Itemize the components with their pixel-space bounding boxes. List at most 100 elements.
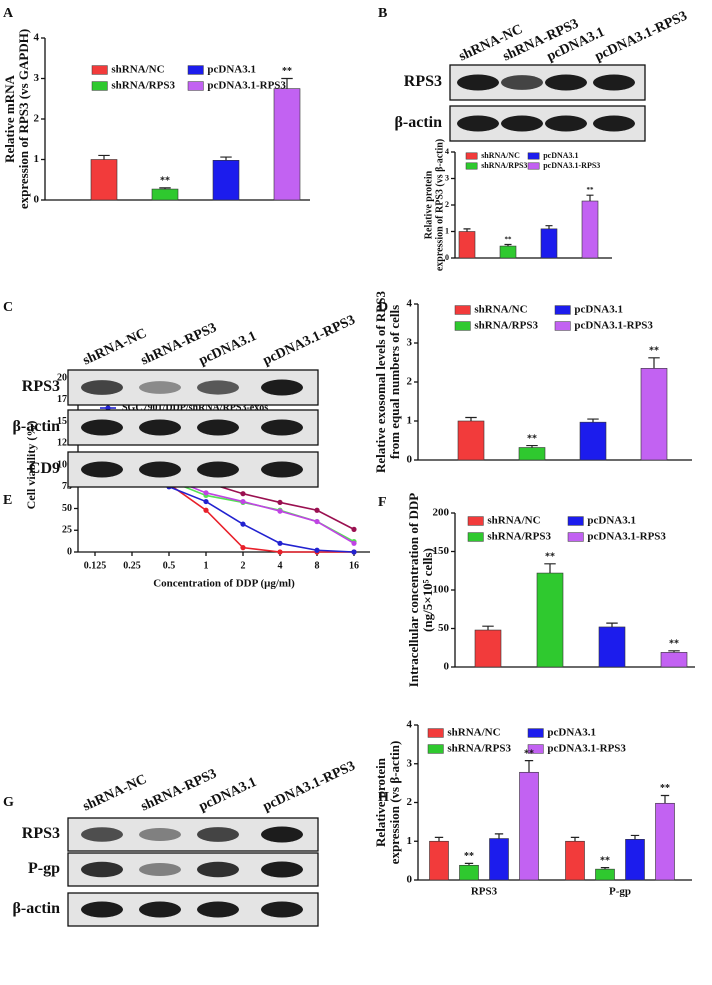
x-tick-label: 2 — [241, 560, 246, 571]
y-tick-label: 0 — [34, 194, 40, 206]
error-bar — [220, 156, 232, 161]
y-tick-label: 125 — [57, 438, 72, 449]
blot-band — [197, 901, 239, 918]
y-tick-label: 2 — [445, 200, 449, 209]
blot-band — [593, 74, 635, 91]
blot-band — [139, 381, 181, 394]
x-tick-label: 0.125 — [84, 560, 107, 571]
legend-swatch — [465, 162, 478, 170]
blot-band — [197, 461, 239, 478]
error-bar — [482, 625, 494, 631]
y-tick-label: 1 — [34, 153, 40, 165]
lane-label: pcDNA3.1-RPS3 — [261, 313, 358, 369]
y-axis-label: Cell viability (%) — [24, 421, 38, 510]
point — [240, 498, 246, 505]
bar — [519, 771, 539, 881]
lane-label: shRNA-NC — [81, 772, 149, 815]
bar — [273, 88, 301, 201]
bar — [458, 231, 476, 259]
x-tick-label: 0.5 — [163, 560, 176, 571]
y-axis-label: expression of RPS3 (vs GAPDH) — [16, 29, 31, 209]
legend-swatch — [454, 305, 471, 315]
blot-band — [81, 861, 123, 878]
point — [277, 540, 283, 546]
blot-band — [81, 419, 123, 436]
error-bar — [281, 77, 293, 89]
legend-label: pcDNA3.1-RPS3 — [543, 161, 600, 170]
blot-band — [261, 901, 303, 918]
bar — [457, 420, 485, 461]
blot-band — [593, 115, 635, 132]
error-bar — [504, 243, 512, 247]
bar — [90, 159, 118, 201]
point — [240, 491, 246, 497]
legend-label: shRNA/NC — [481, 151, 520, 160]
legend-label: shRNA/NC — [447, 727, 500, 739]
legend-label: shRNA/RPS3 — [487, 531, 551, 543]
y-axis-label: expression of RPS3 (vs β-actin) — [434, 139, 445, 271]
blot-band — [261, 379, 303, 396]
y-tick-label: 200 — [433, 507, 450, 519]
blot-band — [261, 461, 303, 478]
y-tick-label: 3 — [407, 757, 413, 769]
point — [314, 507, 320, 513]
blot-band — [139, 828, 181, 841]
y-tick-label: 4 — [407, 719, 413, 731]
legend-label: shRNA/RPS3 — [111, 80, 175, 92]
point — [240, 545, 246, 551]
panel-label: E — [3, 493, 12, 508]
y-tick-label: 0 — [445, 253, 449, 262]
panel-label: F — [378, 495, 387, 510]
significance-label: ** — [600, 855, 610, 866]
blot-band — [457, 115, 499, 132]
error-bar — [586, 194, 594, 202]
blot-band — [197, 827, 239, 842]
bar — [655, 802, 675, 881]
y-axis-label: from equal numbers of cells — [387, 305, 402, 459]
y-tick-label: 25 — [62, 525, 72, 536]
y-axis-label: Relative protein — [423, 170, 434, 239]
point — [351, 526, 357, 532]
error-bar — [606, 622, 618, 627]
y-tick-label: 2 — [407, 796, 413, 808]
legend-swatch — [467, 532, 484, 542]
row-label: β-actin — [12, 900, 60, 917]
y-tick-label: 4 — [445, 147, 449, 156]
legend-label: SGC7901/DDP/shRNA/RPS3-exos — [122, 402, 268, 413]
blot-band — [139, 901, 181, 918]
legend-swatch — [567, 516, 584, 526]
error-bar — [660, 794, 670, 804]
row-label: CD9 — [29, 460, 60, 477]
legend-label: pcDNA3.1-RPS3 — [574, 320, 653, 332]
significance-label: ** — [524, 748, 534, 759]
row-label: P-gp — [28, 860, 60, 877]
y-tick-label: 3 — [34, 72, 40, 84]
point — [314, 518, 320, 525]
y-tick-label: 200 — [57, 372, 72, 383]
bar — [474, 629, 502, 668]
legend-label: shRNA/NC — [474, 304, 527, 316]
bar — [151, 188, 179, 201]
x-tick-label: 8 — [315, 560, 320, 571]
bar — [540, 228, 558, 259]
legend-swatch — [187, 65, 204, 75]
error-bar — [630, 834, 640, 840]
legend-swatch — [91, 81, 108, 91]
legend-swatch — [454, 321, 471, 331]
legend-label: shRNA/NC — [487, 515, 540, 527]
y-tick-label: 3 — [407, 337, 413, 349]
point — [203, 490, 209, 496]
bar — [518, 447, 546, 461]
x-tick-label: P-gp — [609, 886, 631, 898]
bar — [660, 652, 688, 668]
blot-band — [81, 901, 123, 918]
error-bar — [159, 187, 171, 190]
bar — [598, 626, 626, 668]
point — [314, 547, 320, 553]
legend-label: shRNA/RPS3 — [481, 161, 527, 170]
blot-band — [139, 461, 181, 478]
blot-band — [81, 461, 123, 478]
error-bar — [463, 228, 471, 232]
row-label: β-actin — [394, 114, 442, 131]
